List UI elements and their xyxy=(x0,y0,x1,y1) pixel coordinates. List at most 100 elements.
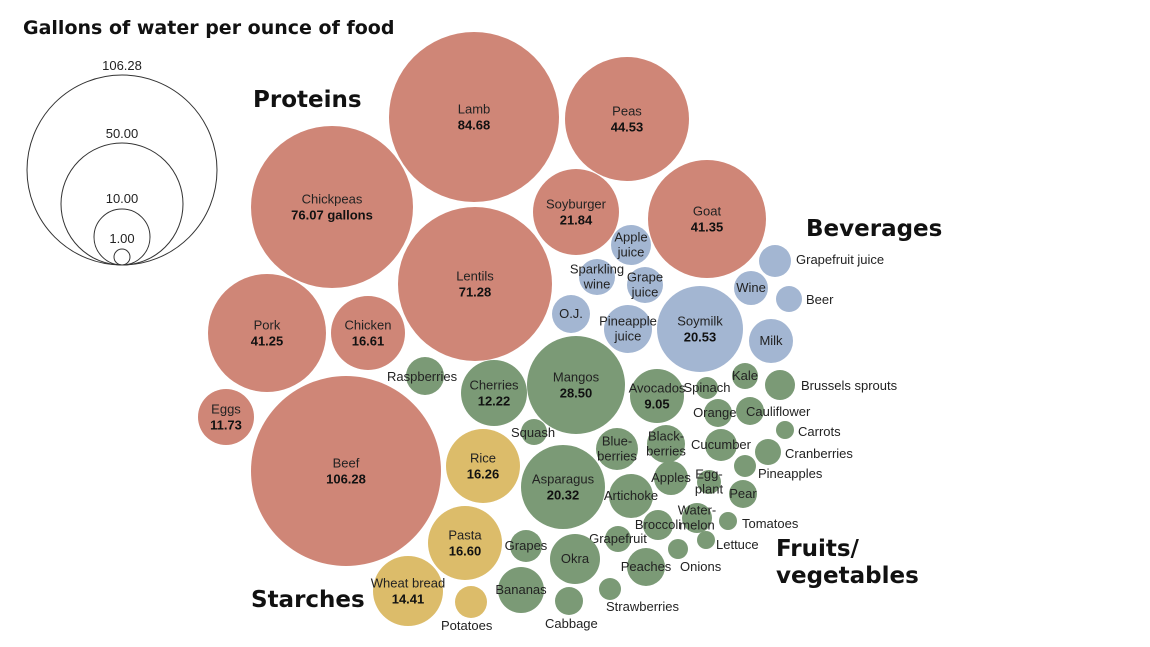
bubble-label: Wine xyxy=(736,280,766,295)
bubble-oj: O.J. xyxy=(552,295,590,333)
bubble-circle xyxy=(428,506,502,580)
bubble-circle xyxy=(705,429,737,461)
bubble-carrots: Carrots xyxy=(776,421,841,439)
bubble-circle xyxy=(697,470,721,494)
bubble-circle xyxy=(668,539,688,559)
bubble-label: Blue- xyxy=(602,434,632,449)
bubble-artichoke: Artichoke xyxy=(604,474,658,518)
bubble-pineapples: Pineapples xyxy=(734,455,823,481)
bubble-label: Artichoke xyxy=(604,488,658,503)
bubble-label: Apples xyxy=(651,470,691,485)
bubble-circle xyxy=(461,360,527,426)
bubble-label: Apple xyxy=(614,230,647,245)
bubble-okra: Okra xyxy=(550,534,600,584)
bubble-raspberries: Raspberries xyxy=(387,357,458,395)
bubble-label: Sparkling xyxy=(570,262,624,277)
bubble-label: Peas xyxy=(612,104,642,119)
bubble-wine: Wine xyxy=(734,271,768,305)
bubble-label: Chickpeas xyxy=(302,192,363,207)
bubble-label: Pineapples xyxy=(758,466,823,481)
bubble-watermelon: Water-melon xyxy=(678,503,716,533)
bubble-label: Wheat bread xyxy=(371,576,445,591)
bubble-label: juice xyxy=(614,329,642,344)
bubble-label: Carrots xyxy=(798,424,841,439)
bubble-value: 84.68 xyxy=(458,118,491,133)
bubble-circle xyxy=(734,271,768,305)
bubble-label: Pineapple xyxy=(599,314,657,329)
bubble-cauliflower: Cauliflower xyxy=(736,397,811,425)
bubble-label: juice xyxy=(617,245,645,260)
bubble-value: 16.26 xyxy=(467,467,500,482)
bubble-label: Black- xyxy=(648,429,684,444)
bubble-label: Brussels sprouts xyxy=(801,378,898,393)
bubble-circle xyxy=(251,376,441,566)
bubble-value: 41.25 xyxy=(251,334,284,349)
bubble-circle xyxy=(704,399,732,427)
category-proteins-label: Proteins xyxy=(253,87,362,113)
bubble-label: Strawberries xyxy=(606,599,679,614)
bubble-circle xyxy=(389,32,559,202)
bubble-circle xyxy=(398,207,552,361)
bubble-circle xyxy=(510,530,542,562)
bubble-grapes: Grapes xyxy=(505,530,548,562)
bubble-circle xyxy=(654,461,688,495)
bubble-label: Egg- xyxy=(695,467,722,482)
bubble-value: 9.05 xyxy=(644,397,669,412)
bubble-label: Pasta xyxy=(448,528,482,543)
bubble-circle xyxy=(643,510,673,540)
size-legend: 106.28 50.00 10.00 1.00 xyxy=(26,58,218,266)
bubble-circle xyxy=(732,363,758,389)
bubble-value: 20.53 xyxy=(684,330,717,345)
legend-tick-label: 106.28 xyxy=(102,58,142,73)
bubble-circle xyxy=(611,225,651,265)
bubble-brussels-sprouts: Brussels sprouts xyxy=(765,370,898,400)
bubble-circle xyxy=(406,357,444,395)
category-fruits_vegetables-label: Fruits/ xyxy=(776,536,860,562)
bubble-value: 14.41 xyxy=(392,592,425,607)
bubble-label: Soyburger xyxy=(546,197,607,212)
bubble-pear: Pear xyxy=(729,480,757,508)
bubble-circle xyxy=(647,425,685,463)
bubble-label: O.J. xyxy=(559,306,583,321)
bubble-value: 16.60 xyxy=(449,544,482,559)
bubble-circle xyxy=(579,259,615,295)
category-labels: Proteins Beverages Starches Fruits/vegetabl… xyxy=(251,87,942,613)
bubble-label: plant xyxy=(695,482,724,497)
bubble-apples: Apples xyxy=(651,461,691,495)
bubble-value: 76.07 gallons xyxy=(291,208,373,223)
bubble-circle xyxy=(198,389,254,445)
bubble-bananas: Bananas xyxy=(495,567,547,613)
bubble-circle xyxy=(776,421,794,439)
bubble-oranges: Oranges xyxy=(693,399,743,427)
bubble-grapefruit: Grapefruit xyxy=(589,526,647,552)
bubble-circle xyxy=(759,245,791,277)
bubble-blackberries: Black-berries xyxy=(646,425,686,463)
bubble-circle xyxy=(251,126,413,288)
bubble-circle xyxy=(734,455,756,477)
bubble-circle xyxy=(630,369,684,423)
bubble-kale: Kale xyxy=(732,363,758,389)
bubble-label: Cabbage xyxy=(545,616,598,631)
bubble-cranberries: Cranberries xyxy=(755,439,853,465)
bubble-label: Lamb xyxy=(458,102,491,117)
bubble-label: Lentils xyxy=(456,269,494,284)
bubble-label: Mangos xyxy=(553,370,600,385)
bubble-circle xyxy=(719,512,737,530)
bubble-circle xyxy=(755,439,781,465)
bubble-label: berries xyxy=(646,444,686,459)
bubble-beer: Beer xyxy=(776,286,834,312)
bubble-label: melon xyxy=(679,518,714,533)
bubble-circle xyxy=(765,370,795,400)
bubble-label: juice xyxy=(631,285,659,300)
bubble-circle xyxy=(455,586,487,618)
bubble-broccoli: Broccoli xyxy=(635,510,681,540)
